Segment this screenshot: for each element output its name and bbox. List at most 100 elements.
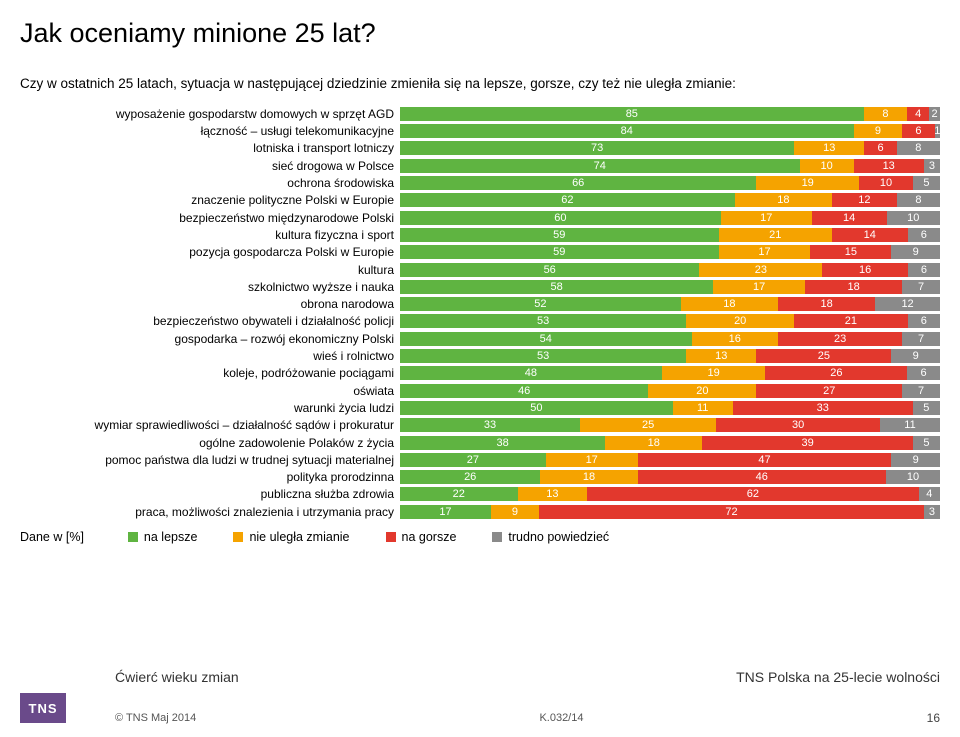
stacked-bar: 84961 bbox=[400, 124, 940, 138]
bar-segment: 11 bbox=[880, 418, 940, 432]
survey-question: Czy w ostatnich 25 latach, sytuacja w na… bbox=[0, 49, 960, 101]
bar-segment: 23 bbox=[699, 263, 822, 277]
bar-segment: 6 bbox=[864, 141, 896, 155]
bar-segment: 17 bbox=[400, 505, 491, 519]
bar-segment: 84 bbox=[400, 124, 854, 138]
bar-segment: 11 bbox=[673, 401, 733, 415]
stacked-bar: 5817187 bbox=[400, 280, 940, 294]
stacked-bar: 6619105 bbox=[400, 176, 940, 190]
bar-segment: 18 bbox=[778, 297, 875, 311]
bar-segment: 14 bbox=[812, 211, 887, 225]
bar-segment: 5 bbox=[913, 176, 940, 190]
row-label: kultura bbox=[20, 263, 400, 277]
bar-segment: 18 bbox=[681, 297, 778, 311]
row-label: praca, możliwości znalezienia i utrzyman… bbox=[20, 505, 400, 519]
stacked-bar: 7410133 bbox=[400, 159, 940, 173]
footer-titles: Ćwierć wieku zmian TNS Polska na 25-leci… bbox=[115, 669, 940, 685]
bar-segment: 26 bbox=[765, 366, 907, 380]
row-label: bezpieczeństwo obywateli i działalność p… bbox=[20, 314, 400, 328]
row-label: wieś i rolnictwo bbox=[20, 349, 400, 363]
stacked-bar: 6218128 bbox=[400, 193, 940, 207]
bar-segment: 6 bbox=[908, 314, 940, 328]
row-label: gospodarka – rozwój ekonomiczny Polski bbox=[20, 332, 400, 346]
bar-segment: 26 bbox=[400, 470, 540, 484]
stacked-bar: 4819266 bbox=[400, 366, 940, 380]
bar-segment: 8 bbox=[897, 193, 940, 207]
bar-segment: 85 bbox=[400, 107, 864, 121]
bar-segment: 13 bbox=[518, 487, 588, 501]
bar-segment: 17 bbox=[719, 245, 811, 259]
row-label: wyposażenie gospodarstw domowych w sprzę… bbox=[20, 107, 400, 121]
page-title: Jak oceniamy minione 25 lat? bbox=[0, 0, 960, 49]
legend-better-label: na lepsze bbox=[144, 530, 198, 544]
bar-segment: 13 bbox=[794, 141, 864, 155]
bar-segment: 1 bbox=[935, 124, 940, 138]
row-label: wymiar sprawiedliwości – działalność sąd… bbox=[20, 418, 400, 432]
stacked-bar: 85842 bbox=[400, 107, 940, 121]
row-label: ogólne zadowolenie Polaków z życia bbox=[20, 436, 400, 450]
stacked-bar: 5921146 bbox=[400, 228, 940, 242]
stacked-bar: 60171410 bbox=[400, 211, 940, 225]
chart-row: bezpieczeństwo międzynarodowe Polski6017… bbox=[20, 209, 940, 226]
bar-segment: 59 bbox=[400, 228, 719, 242]
row-label: bezpieczeństwo międzynarodowe Polski bbox=[20, 211, 400, 225]
bar-segment: 38 bbox=[400, 436, 605, 450]
bar-segment: 6 bbox=[907, 366, 940, 380]
bar-segment: 39 bbox=[702, 436, 913, 450]
bar-segment: 19 bbox=[756, 176, 859, 190]
chart-row: sieć drogowa w Polsce7410133 bbox=[20, 157, 940, 174]
bar-segment: 46 bbox=[400, 384, 648, 398]
bar-segment: 9 bbox=[891, 349, 940, 363]
row-label: pozycja gospodarcza Polski w Europie bbox=[20, 245, 400, 259]
bar-segment: 12 bbox=[875, 297, 940, 311]
bar-segment: 17 bbox=[713, 280, 805, 294]
bar-segment: 15 bbox=[810, 245, 891, 259]
bar-segment: 9 bbox=[491, 505, 539, 519]
bar-segment: 59 bbox=[400, 245, 719, 259]
page-number: 16 bbox=[927, 711, 940, 725]
chart-row: pomoc państwa dla ludzi w trudnej sytuac… bbox=[20, 451, 940, 468]
bar-segment: 50 bbox=[400, 401, 673, 415]
stacked-bar: 731368 bbox=[400, 141, 940, 155]
row-label: oświata bbox=[20, 384, 400, 398]
bar-segment: 8 bbox=[864, 107, 908, 121]
bar-segment: 21 bbox=[794, 314, 907, 328]
chart-row: publiczna służba zdrowia2213624 bbox=[20, 486, 940, 503]
stacked-bar: 5313259 bbox=[400, 349, 940, 363]
chart-row: ochrona środowiska6619105 bbox=[20, 174, 940, 191]
bar-segment: 6 bbox=[902, 124, 934, 138]
bar-segment: 7 bbox=[902, 384, 940, 398]
bar-segment: 17 bbox=[546, 453, 638, 467]
chart-row: wyposażenie gospodarstw domowych w sprzę… bbox=[20, 105, 940, 122]
chart-row: łączność – usługi telekomunikacyjne84961 bbox=[20, 123, 940, 140]
row-label: obrona narodowa bbox=[20, 297, 400, 311]
bar-segment: 54 bbox=[400, 332, 692, 346]
stacked-bar-chart: wyposażenie gospodarstw domowych w sprzę… bbox=[0, 101, 960, 520]
legend-worse-label: na gorsze bbox=[402, 530, 457, 544]
bar-segment: 33 bbox=[400, 418, 580, 432]
row-label: lotniska i transport lotniczy bbox=[20, 141, 400, 155]
bar-segment: 10 bbox=[800, 159, 854, 173]
bar-segment: 18 bbox=[605, 436, 702, 450]
bar-segment: 27 bbox=[756, 384, 902, 398]
bar-segment: 25 bbox=[580, 418, 716, 432]
bar-segment: 18 bbox=[540, 470, 637, 484]
bar-segment: 6 bbox=[908, 228, 940, 242]
bar-segment: 21 bbox=[719, 228, 832, 242]
stacked-bar: 26184610 bbox=[400, 470, 940, 484]
row-label: kultura fizyczna i sport bbox=[20, 228, 400, 242]
bar-segment: 56 bbox=[400, 263, 699, 277]
bar-segment: 8 bbox=[897, 141, 940, 155]
bar-segment: 3 bbox=[924, 159, 940, 173]
bar-segment: 7 bbox=[902, 280, 940, 294]
bar-segment: 19 bbox=[662, 366, 766, 380]
row-label: znaczenie polityczne Polski w Europie bbox=[20, 193, 400, 207]
chart-row: polityka prorodzinna26184610 bbox=[20, 468, 940, 485]
row-label: łączność – usługi telekomunikacyjne bbox=[20, 124, 400, 138]
bar-segment: 30 bbox=[716, 418, 880, 432]
bar-segment: 23 bbox=[778, 332, 902, 346]
row-label: publiczna służba zdrowia bbox=[20, 487, 400, 501]
bar-segment: 58 bbox=[400, 280, 713, 294]
chart-row: bezpieczeństwo obywateli i działalność p… bbox=[20, 313, 940, 330]
bottom-meta: © TNS Maj 2014 K.032/14 16 bbox=[115, 711, 940, 725]
